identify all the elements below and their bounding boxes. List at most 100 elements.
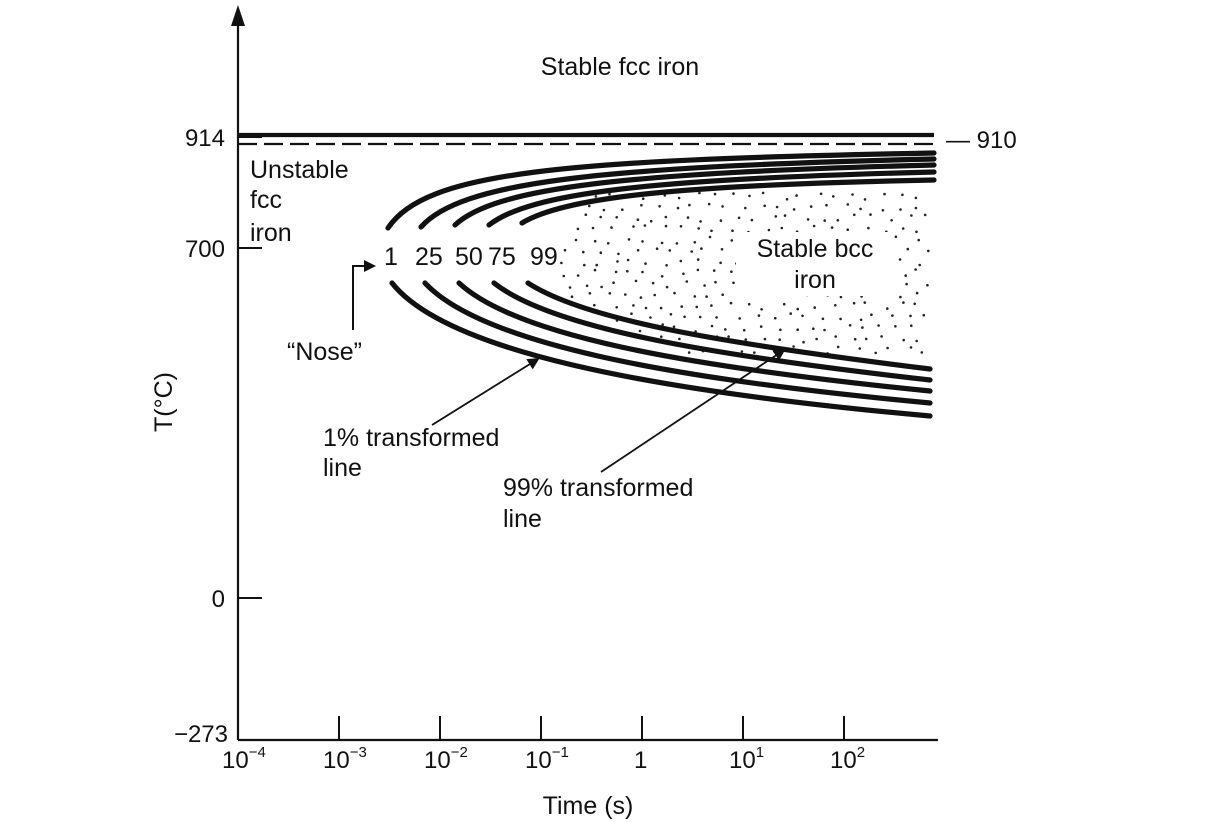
nose-pointer: [352, 260, 376, 330]
x-tick-label-1e2: 102: [830, 744, 865, 774]
stipple-dot: [710, 324, 714, 328]
stipple-dot: [627, 238, 631, 241]
stable-bcc-label-bg: [736, 232, 894, 296]
stipple-dot: [864, 337, 868, 341]
stipple-dot: [853, 337, 857, 341]
stipple-dot: [789, 312, 792, 315]
curve-75-lower: [491, 280, 933, 383]
stipple-dot: [906, 247, 910, 251]
stipple-dot: [693, 295, 697, 298]
stipple-dot: [576, 227, 580, 231]
stipple-dot: [761, 191, 765, 195]
y-tick-label-neg273: −273: [174, 721, 228, 748]
stipple-dot: [823, 219, 826, 222]
label-910: — 910: [946, 127, 1017, 154]
stipple-dot: [664, 224, 668, 228]
stipple-dot: [638, 329, 642, 333]
stipple-dot: [686, 216, 690, 219]
stipple-dot: [917, 238, 920, 242]
stipple-dot: [715, 316, 718, 319]
stipple-dot: [909, 314, 912, 318]
stipple-dot: [593, 268, 597, 272]
stipple-dot: [874, 351, 877, 355]
curve-25-lower: [422, 280, 933, 406]
stipple-dot: [901, 193, 904, 197]
stipple-dot: [732, 192, 735, 195]
stipple-dot: [899, 208, 902, 211]
stable-bcc-line-2: iron: [794, 266, 836, 294]
stipple-dot: [891, 314, 894, 317]
region-label-stable-bcc: Stable bcc iron: [736, 232, 894, 296]
stipple-dot: [902, 301, 905, 304]
stipple-dot: [834, 335, 837, 338]
stipple-dot: [910, 214, 913, 217]
stipple-dot: [890, 219, 893, 222]
stipple-dot: [861, 326, 864, 329]
stipple-dot: [636, 249, 640, 252]
stipple-dot: [675, 242, 679, 245]
y-tick-label-700: 700: [185, 236, 225, 263]
stipple-dot: [664, 215, 668, 219]
stipple-dot: [599, 251, 603, 254]
stipple-dot: [846, 203, 850, 206]
stipple-dot: [904, 274, 907, 277]
stipple-dot: [687, 351, 691, 354]
stipple-dot: [898, 258, 902, 261]
stipple-dot: [748, 194, 751, 198]
stipple-dot: [886, 307, 889, 310]
stipple-dot: [710, 229, 713, 233]
stipple-dot: [858, 347, 862, 350]
stipple-dot: [753, 351, 756, 354]
stipple-dot: [782, 302, 786, 306]
stipple-dot: [614, 270, 618, 274]
stipple-dot: [851, 193, 854, 196]
stipple-dot: [870, 313, 873, 317]
stipple-dot: [883, 192, 886, 196]
stipple-dot: [806, 218, 810, 221]
y-tick-label-0: 0: [212, 586, 225, 613]
stipple-dot: [742, 328, 746, 332]
curve-99-upper: [519, 177, 937, 226]
stipple-dot: [774, 215, 778, 218]
stipple-dot: [562, 274, 566, 278]
stipple-dot: [688, 203, 691, 207]
stipple-dot: [795, 194, 798, 197]
stipple-dot: [560, 261, 563, 265]
stipple-dot: [634, 279, 638, 283]
stipple-dot: [834, 304, 837, 307]
stipple-dot: [600, 285, 603, 289]
stipple-dot: [713, 192, 717, 196]
unstable-fcc-line-3: iron: [250, 219, 292, 247]
stipple-dot: [763, 204, 766, 208]
stipple-dot: [685, 280, 689, 283]
stipple-dot: [649, 316, 652, 319]
stipple-dot: [594, 195, 598, 198]
x-axis-label: Time (s): [543, 792, 634, 820]
stipple-dot: [859, 207, 862, 211]
stipple-dot: [678, 337, 681, 341]
stipple-dot: [669, 313, 673, 316]
stipple-dot: [632, 225, 635, 228]
stipple-dot: [863, 198, 867, 201]
stipple-dot: [853, 213, 856, 217]
stipple-dot: [697, 227, 700, 230]
ninetynine-pct-pointer: [600, 348, 786, 473]
stipple-dot: [665, 285, 669, 289]
curve-50-lower: [456, 280, 933, 394]
stipple-dot: [785, 198, 789, 201]
stipple-dot: [584, 213, 588, 216]
stipple-dot: [927, 249, 930, 253]
stipple-dot: [641, 240, 644, 243]
ninetynine-pct-label-line-1: 99% transformed: [503, 474, 693, 502]
stipple-dot: [869, 213, 872, 216]
stipple-dot: [602, 208, 606, 212]
stipple-dot: [923, 213, 927, 217]
x-tick-label-1e-4: 10−4: [222, 744, 266, 774]
stipple-dot: [608, 192, 611, 196]
stipple-dot: [655, 247, 659, 250]
stipple-dot: [663, 194, 667, 197]
stipple-dot: [661, 323, 664, 326]
stipple-dot: [780, 226, 784, 230]
stipple-dot: [660, 241, 664, 245]
x-tick-label-1e-2: 10−2: [424, 744, 468, 774]
